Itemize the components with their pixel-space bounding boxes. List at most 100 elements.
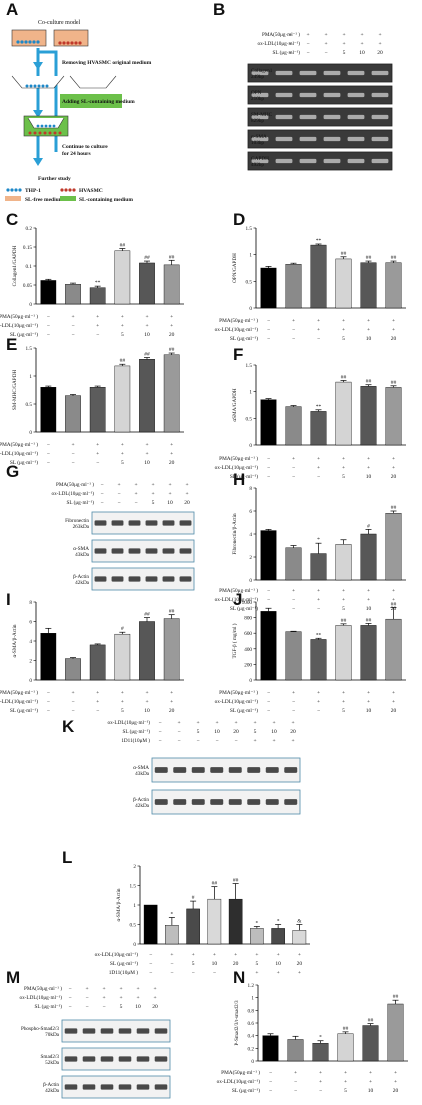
treatment-sign: + — [392, 588, 395, 594]
treatment-sign: + — [170, 699, 173, 705]
blot-label: GAPDH — [251, 156, 269, 162]
blot-label: 42kDa — [135, 803, 150, 809]
treatment-sign: − — [71, 708, 74, 714]
treatment-sign: − — [306, 41, 309, 47]
y-tick-label: 1 — [133, 903, 136, 909]
blot-label: 103bp — [251, 140, 264, 146]
treatment-sign: + — [369, 1079, 372, 1085]
treatment-sign: + — [367, 690, 370, 696]
blot-band — [371, 158, 389, 164]
treatment-sign: + — [392, 456, 395, 462]
treatment-sign: 5 — [152, 500, 155, 506]
blot-band — [82, 1084, 96, 1090]
y-axis-label: SM-MHC/GAPDH — [12, 370, 18, 411]
treatment-sign: − — [117, 500, 120, 506]
blot-band — [179, 520, 192, 526]
blot-band — [323, 158, 341, 164]
treatment-sign: − — [96, 708, 99, 714]
treatment-sign: + — [342, 327, 345, 333]
treatment-sign: + — [344, 1079, 347, 1085]
treatment-sign: + — [317, 456, 320, 462]
treatment-sign: + — [255, 952, 258, 958]
blot-band — [247, 799, 261, 805]
flow-arrow-head-3 — [33, 158, 43, 166]
treatment-sign: 10 — [144, 708, 150, 714]
bar — [337, 1033, 354, 1062]
treatment-sign: 20 — [297, 961, 303, 967]
treatment-sign: − — [47, 460, 50, 466]
blot-label: 43kDa — [75, 552, 90, 558]
treatment-sign: − — [196, 738, 199, 744]
treatment-sign: + — [317, 699, 320, 705]
chart-l: 00.511.52α-SMA/β-Actin *#####* * &ox-LDL(10… — [95, 864, 310, 976]
significance-mark: & — [297, 919, 302, 925]
y-tick-label: 0 — [133, 942, 136, 948]
significance-mark: ## — [341, 374, 347, 380]
treatment-sign: 10 — [271, 729, 277, 735]
treatment-sign: + — [392, 327, 395, 333]
bar — [89, 287, 106, 305]
y-tick-label: 4 — [249, 532, 252, 538]
bar — [163, 264, 180, 305]
treatment-sign: + — [392, 690, 395, 696]
treatment-sign: − — [292, 465, 295, 471]
treatment-label-oxldl: ox-LDL(10μg·ml⁻¹) — [215, 596, 259, 603]
treatment-sign: + — [213, 952, 216, 958]
treatment-sign: + — [96, 323, 99, 329]
treatment-sign: − — [71, 699, 74, 705]
treatment-sign: + — [121, 314, 124, 320]
treatment-sign: + — [319, 1070, 322, 1076]
treatment-sign: − — [292, 474, 295, 480]
treatment-sign: 10 — [366, 474, 372, 480]
bar — [40, 387, 57, 433]
significance-mark: ## — [144, 255, 150, 261]
treatment-sign: − — [47, 323, 50, 329]
treatment-sign: − — [267, 327, 270, 333]
treatment-sign: − — [292, 336, 295, 342]
blot-strip — [247, 129, 393, 149]
y-axis-label: α-SMA/β-Actin — [12, 624, 18, 657]
panel-label-g: G — [6, 462, 20, 481]
treatment-sign: − — [267, 474, 270, 480]
treatment-label-d11: 1D11(10μM ) — [121, 737, 150, 744]
chart-c: 0 0.05 0.1 0.15 0.2 Collagen1/GAPDH ** ## ## ## PM… — [0, 226, 184, 338]
treatment-sign: + — [291, 738, 294, 744]
treatment-label-pma: PMA(50μg·ml⁻¹ ) — [219, 689, 258, 696]
panel-label-j: J — [233, 590, 243, 609]
panel-label-l: L — [62, 848, 73, 867]
blot-label: β-Actin — [43, 1082, 59, 1088]
treatment-sign: + — [102, 986, 105, 992]
treatment-sign: − — [292, 606, 295, 612]
bar — [292, 930, 307, 945]
y-tick-label: 0.15 — [23, 245, 32, 251]
bar — [260, 399, 277, 446]
bar — [385, 262, 402, 309]
treatment-sign: − — [306, 50, 309, 56]
treatment-sign: 5 — [120, 1004, 123, 1010]
treatment-label-sl: SL (μg·ml⁻¹) — [10, 459, 38, 466]
treatment-sign: − — [100, 482, 103, 488]
treatment-sign: − — [158, 729, 161, 735]
blot-label: 43kDa — [135, 771, 150, 777]
treatment-sign: + — [185, 482, 188, 488]
blot-band — [136, 1084, 150, 1090]
blot-band — [323, 92, 341, 98]
y-axis-label: α-SMA/β-Actin — [116, 888, 122, 921]
y-axis-label: Collagen1/GAPDH — [12, 245, 18, 286]
treatment-sign: − — [288, 41, 291, 47]
treatment-sign: + — [298, 970, 301, 976]
treatment-sign: − — [192, 970, 195, 976]
blot-label: 829bp — [251, 118, 264, 124]
treatment-sign: − — [47, 442, 50, 448]
treatment-sign: + — [134, 482, 137, 488]
treatment-label-oxldl: ox-LDL(10μg·ml⁻¹) — [257, 40, 300, 47]
significance-mark: ## — [368, 1018, 374, 1024]
treatment-sign: + — [96, 442, 99, 448]
treatment-label-sl: SL (μg·ml⁻¹) — [232, 1087, 260, 1094]
svg-text:HVASMC: HVASMC — [79, 188, 103, 194]
treatment-sign: + — [392, 465, 395, 471]
y-tick-label: 0.5 — [246, 279, 253, 285]
treatment-label-oxldl: ox-LDL(10μg·ml⁻¹) — [0, 450, 38, 457]
